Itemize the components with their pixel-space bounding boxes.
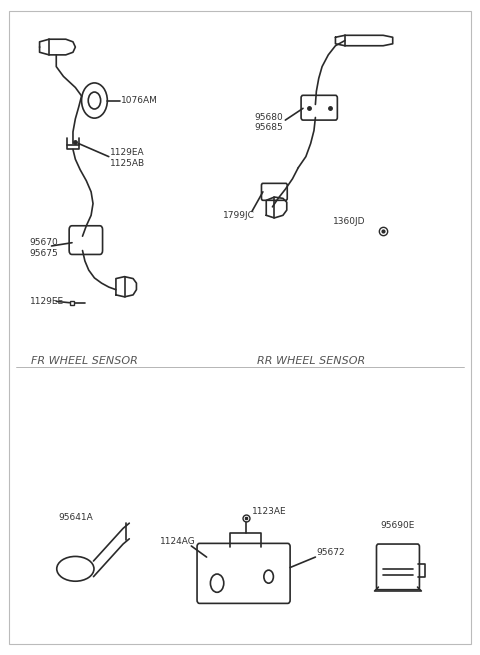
- Text: 95690E: 95690E: [381, 521, 415, 531]
- Text: 95670: 95670: [29, 238, 58, 247]
- Text: 95685: 95685: [254, 123, 283, 132]
- Text: 1123AE: 1123AE: [252, 507, 287, 516]
- Text: 1799JC: 1799JC: [223, 211, 255, 220]
- Text: 1360JD: 1360JD: [333, 217, 365, 227]
- Text: 95675: 95675: [29, 249, 58, 257]
- Text: 1129EA: 1129EA: [110, 148, 145, 157]
- Text: FR WHEEL SENSOR: FR WHEEL SENSOR: [32, 356, 138, 366]
- Text: 95641A: 95641A: [58, 513, 93, 522]
- Text: 95680: 95680: [254, 113, 283, 122]
- Text: 1124AG: 1124AG: [160, 537, 196, 546]
- Text: 1129EE: 1129EE: [30, 297, 64, 306]
- Text: 1076AM: 1076AM: [120, 96, 157, 105]
- Text: 95672: 95672: [316, 548, 345, 557]
- Text: RR WHEEL SENSOR: RR WHEEL SENSOR: [257, 356, 366, 366]
- Text: 1125AB: 1125AB: [110, 159, 145, 168]
